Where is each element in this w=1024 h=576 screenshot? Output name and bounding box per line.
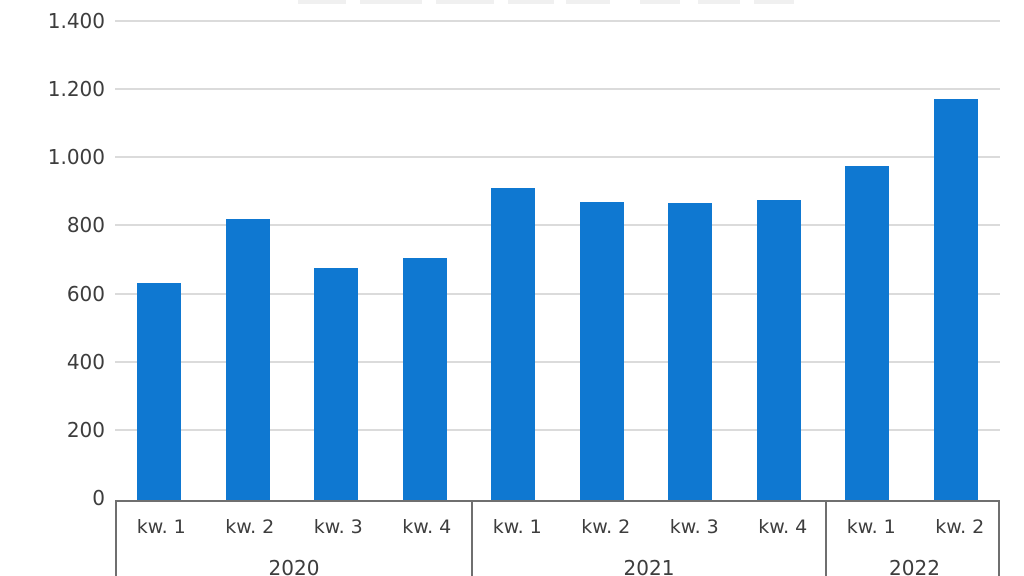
cropped-title-fragment — [436, 0, 494, 4]
year-label: 2020 — [268, 556, 320, 576]
gridline-1.200 — [115, 88, 1000, 91]
gridline-400 — [115, 360, 1000, 363]
year-group-2022: kw. 1 kw. 2 2022 — [825, 502, 1002, 576]
bar-2022-qqqq1 — [845, 165, 890, 500]
year-label: 2022 — [889, 556, 940, 576]
quarter-label: kw. 4 — [758, 516, 808, 538]
y-tick-label: 1.000 — [47, 145, 105, 170]
cropped-title-fragment — [360, 0, 422, 4]
quarter-label: kw. 2 — [225, 516, 275, 538]
cropped-title-fragment — [640, 0, 680, 4]
bar-2021-qqqq4 — [756, 199, 801, 500]
gridline-1.400 — [115, 20, 1000, 22]
year-label: 2021 — [623, 556, 675, 576]
quarter-label: kw. 1 — [846, 516, 896, 538]
y-tick-label: 400 — [66, 349, 105, 374]
quarter-label: kw. 2 — [581, 516, 631, 538]
y-tick-label: 1.400 — [47, 9, 105, 33]
bar-2020-qqqq1 — [137, 283, 182, 500]
gridline-200 — [115, 428, 1000, 431]
quarter-label: kw. 3 — [313, 516, 363, 538]
quarter-label: kw. 1 — [492, 516, 542, 538]
year-group-2021: kw. 1 kw. 2 kw. 3 kw. 4 2021 — [471, 502, 825, 576]
bar-2020-qqqq3 — [314, 268, 359, 500]
cropped-title-fragment — [754, 0, 794, 4]
bar-2020-qqqq2 — [225, 218, 270, 500]
quarter-label: kw. 1 — [136, 516, 186, 538]
y-tick-label: 600 — [66, 281, 105, 306]
cropped-title-fragment — [298, 0, 346, 4]
year-group-2020: kw. 1 kw. 2 kw. 3 kw. 4 2020 — [117, 502, 471, 576]
cropped-title-fragment — [508, 0, 554, 4]
gridline-800 — [115, 224, 1000, 227]
bar-2021-qqqq2 — [579, 201, 624, 500]
quarter-label: kw. 2 — [935, 516, 985, 538]
y-tick-label: 1.200 — [47, 77, 105, 102]
quarter-label: kw. 3 — [669, 516, 719, 538]
cropped-title-fragment — [566, 0, 610, 4]
bar-2021-qqqq1 — [491, 187, 536, 500]
gridline-600 — [115, 292, 1000, 295]
y-tick-label: 0 — [92, 486, 105, 510]
bar-2020-qqqq4 — [402, 257, 447, 500]
quarter-label: kw. 4 — [402, 516, 452, 538]
gridline-1.000 — [115, 156, 1000, 159]
y-tick-label: 800 — [66, 213, 105, 238]
y-tick-label: 200 — [66, 417, 105, 442]
cropped-title-fragment — [698, 0, 740, 4]
bar-2022-qqqq2 — [933, 99, 978, 500]
bar-2021-qqqq3 — [668, 203, 713, 500]
